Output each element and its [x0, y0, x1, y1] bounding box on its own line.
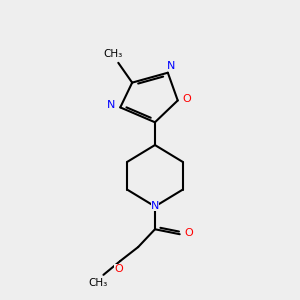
Text: O: O [114, 264, 123, 274]
Text: O: O [184, 228, 193, 238]
Text: O: O [182, 94, 191, 104]
Text: CH₃: CH₃ [89, 278, 108, 288]
Text: N: N [167, 61, 175, 71]
Text: N: N [107, 100, 116, 110]
Text: N: N [151, 202, 159, 212]
Text: CH₃: CH₃ [104, 49, 123, 59]
